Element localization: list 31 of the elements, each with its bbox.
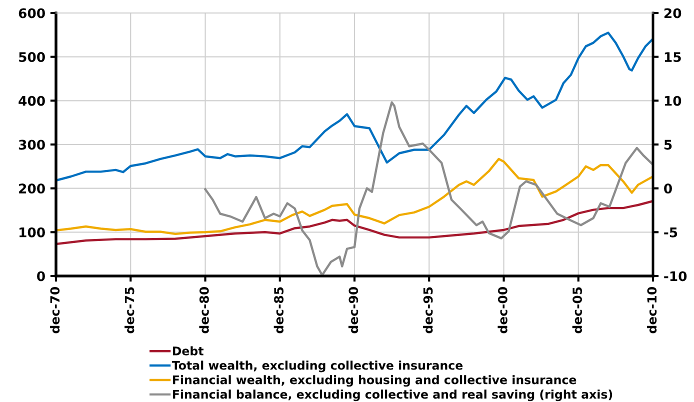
x-tick-label: dec-75 <box>124 287 134 334</box>
y-tick-label: 500 <box>19 52 45 62</box>
legend-label: Financial wealth, excluding housing and collective insurance <box>172 375 576 387</box>
y-tick-label: 400 <box>18 96 45 106</box>
x-tick-label: dec-70 <box>50 287 60 334</box>
y2-tick-label: 10 <box>664 96 682 106</box>
y-tick-label: 200 <box>19 184 45 194</box>
x-tick-label: dec-85 <box>274 287 284 334</box>
y2-tick-label: 20 <box>664 8 682 18</box>
y2-tick-label: -5 <box>664 228 678 238</box>
y2-tick-label: 5 <box>664 140 672 150</box>
x-tick-label: dec-95 <box>423 287 433 334</box>
y-tick-label: 300 <box>18 140 45 150</box>
y-tick-label: 0 <box>37 271 45 282</box>
y-tick-label: 600 <box>18 8 45 18</box>
x-tick-label: dec-10 <box>646 287 657 334</box>
legend-label: Financial balance, excluding collective and real saving (right axis) <box>172 390 612 402</box>
line-series <box>56 158 653 236</box>
x-tick-label: dec-05 <box>572 287 582 334</box>
line-series <box>56 32 653 182</box>
x-tick-label: dec-80 <box>199 287 209 334</box>
y2-tick-label: -10 <box>664 271 687 282</box>
line-series <box>204 101 653 276</box>
y-tick-label: 100 <box>20 227 45 238</box>
x-tick-label: dec-00 <box>498 287 508 334</box>
line-series <box>56 200 653 246</box>
legend-label: Debt <box>172 346 204 356</box>
y2-tick-label: 0 <box>664 184 672 194</box>
legend-label: Total wealth, excluding collective insurance <box>172 360 463 372</box>
y2-tick-label: 15 <box>664 52 681 62</box>
x-tick-label: dec-90 <box>348 287 358 334</box>
